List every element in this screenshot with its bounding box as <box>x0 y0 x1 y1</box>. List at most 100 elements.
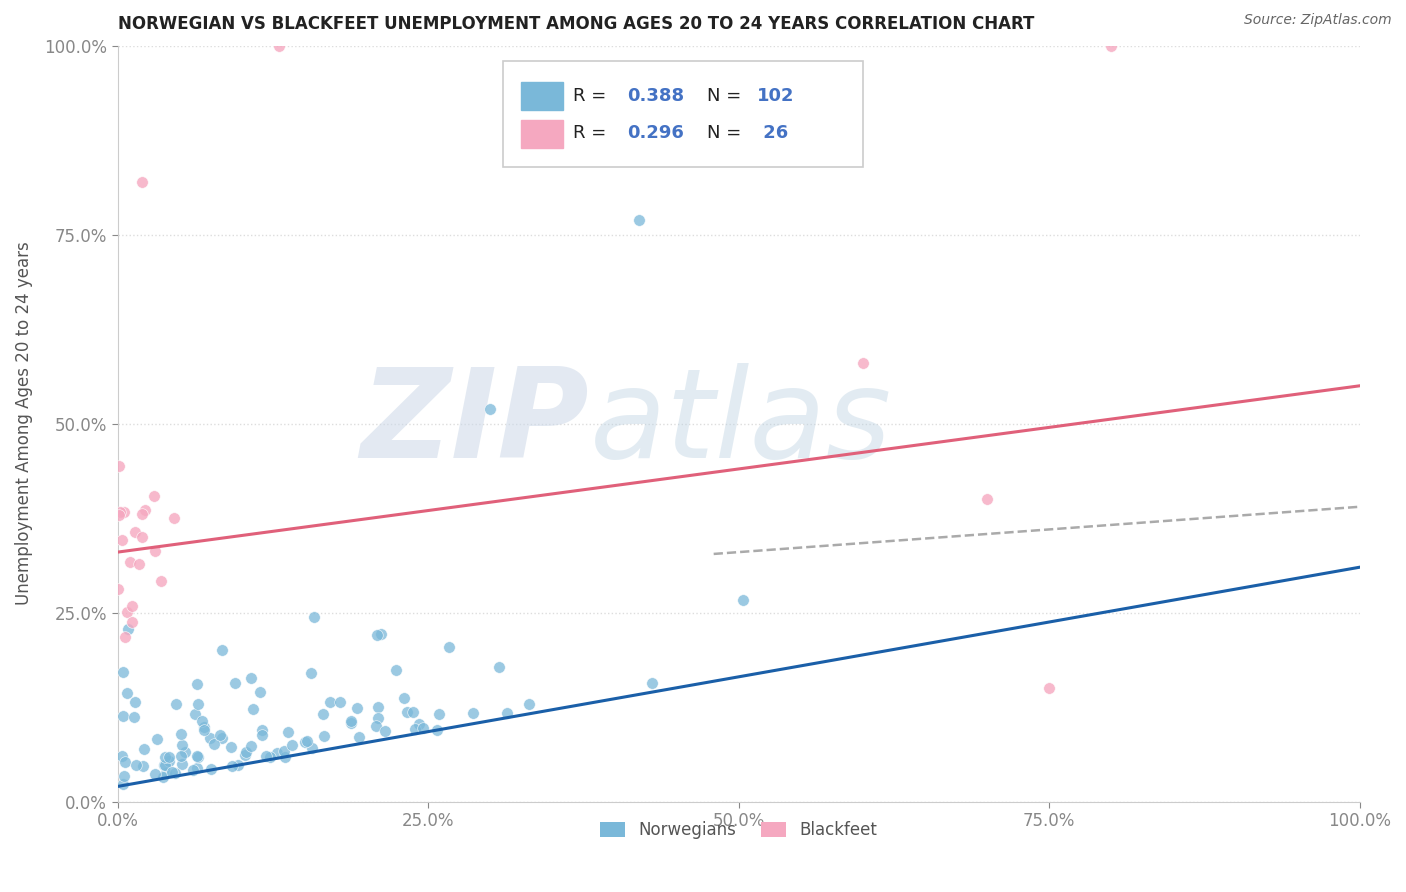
Text: 102: 102 <box>758 87 794 104</box>
Point <box>733 593 755 607</box>
Point <box>153 749 176 764</box>
Point <box>266 746 288 760</box>
Point <box>108 508 131 523</box>
Point <box>121 599 143 613</box>
Point <box>202 737 225 751</box>
Point <box>209 729 232 743</box>
Point <box>193 723 215 737</box>
Point <box>412 721 434 735</box>
Point <box>488 660 510 674</box>
Point <box>114 755 136 769</box>
Point <box>479 401 502 416</box>
FancyBboxPatch shape <box>522 120 564 148</box>
Point <box>187 698 209 712</box>
Point <box>312 729 335 743</box>
Point <box>131 175 153 189</box>
Point <box>191 714 214 728</box>
Point <box>170 757 193 772</box>
Text: N =: N = <box>707 87 748 104</box>
FancyBboxPatch shape <box>502 61 863 167</box>
Point <box>304 609 326 624</box>
Point <box>111 709 134 723</box>
Point <box>200 762 222 776</box>
Point <box>132 758 155 772</box>
FancyBboxPatch shape <box>522 82 564 110</box>
Point <box>259 750 281 764</box>
Point <box>128 558 150 572</box>
Point <box>193 720 215 734</box>
Point <box>404 723 426 737</box>
Point <box>122 709 145 723</box>
Point <box>162 765 184 780</box>
Point <box>111 748 134 763</box>
Point <box>1099 38 1122 53</box>
Point <box>125 758 148 772</box>
Point <box>111 533 134 548</box>
Point <box>149 574 172 588</box>
Point <box>163 511 186 525</box>
Point <box>395 705 418 719</box>
Point <box>299 666 322 681</box>
Point <box>181 764 204 778</box>
Text: Source: ZipAtlas.com: Source: ZipAtlas.com <box>1244 13 1392 28</box>
Point <box>226 757 249 772</box>
Point <box>517 697 540 711</box>
Point <box>186 676 208 690</box>
Point <box>437 640 460 654</box>
Point <box>170 727 193 741</box>
Point <box>640 676 662 690</box>
Point <box>131 508 153 522</box>
Point <box>370 626 392 640</box>
Point <box>384 663 406 677</box>
Point <box>211 731 233 746</box>
Point <box>184 707 207 722</box>
Point <box>115 686 138 700</box>
Point <box>174 745 197 759</box>
Text: 0.296: 0.296 <box>627 124 683 143</box>
Point <box>221 759 243 773</box>
Point <box>277 724 299 739</box>
Point <box>274 749 297 764</box>
Point <box>340 714 363 728</box>
Text: 0.388: 0.388 <box>627 87 683 104</box>
Point <box>1038 681 1060 696</box>
Point <box>402 705 425 719</box>
Text: ZIP: ZIP <box>361 363 589 484</box>
Point <box>367 711 389 725</box>
Point <box>112 777 135 791</box>
Point <box>198 731 221 746</box>
Point <box>366 719 388 733</box>
Point <box>346 700 368 714</box>
Point <box>233 747 256 762</box>
Point <box>367 699 389 714</box>
Point <box>118 555 141 569</box>
Text: atlas: atlas <box>589 363 891 484</box>
Point <box>186 748 208 763</box>
Point <box>426 723 449 737</box>
Point <box>186 761 208 775</box>
Point <box>153 757 176 772</box>
Point <box>124 695 146 709</box>
Text: R =: R = <box>574 87 613 104</box>
Text: NORWEGIAN VS BLACKFEET UNEMPLOYMENT AMONG AGES 20 TO 24 YEARS CORRELATION CHART: NORWEGIAN VS BLACKFEET UNEMPLOYMENT AMON… <box>118 15 1033 33</box>
Point <box>211 642 233 657</box>
Point <box>235 745 257 759</box>
Point <box>319 695 342 709</box>
Point <box>392 691 415 706</box>
Point <box>408 716 430 731</box>
Point <box>349 730 371 744</box>
Point <box>366 627 388 641</box>
Point <box>112 769 135 783</box>
Point <box>301 740 323 755</box>
Point <box>142 489 165 503</box>
Point <box>108 458 131 473</box>
Point <box>143 767 166 781</box>
Text: R =: R = <box>574 124 613 143</box>
Point <box>976 492 998 507</box>
Text: 26: 26 <box>758 124 789 143</box>
Point <box>170 748 193 763</box>
Point <box>239 671 262 685</box>
Point <box>172 738 194 752</box>
Point <box>114 630 136 644</box>
Point <box>143 543 166 558</box>
